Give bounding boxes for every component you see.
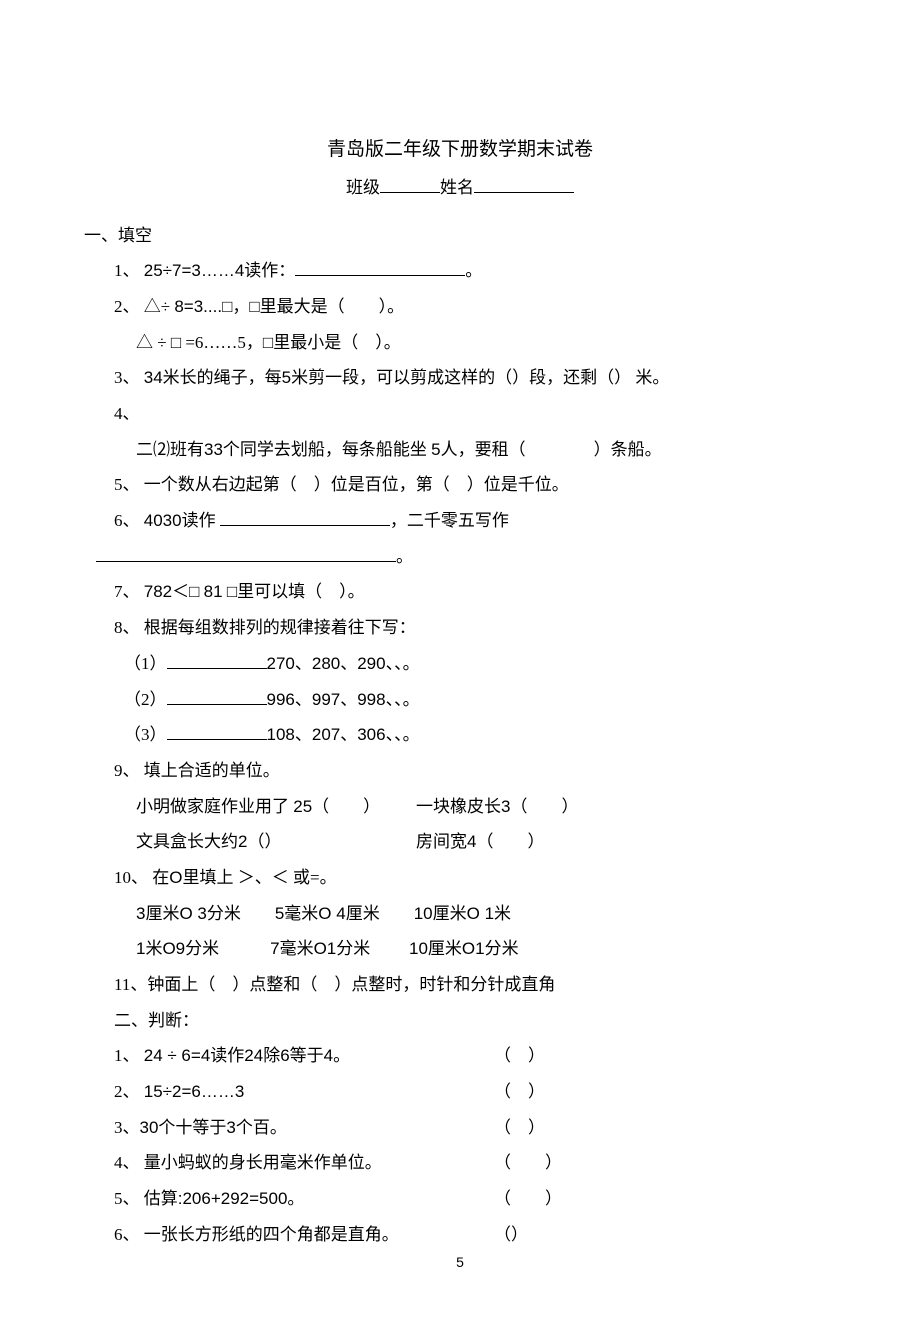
j3: 3、30个十等于3个百。 （ ） <box>96 1110 824 1146</box>
q2-line2: △ ÷ □ =6……5，□里最小是（ ）。 <box>96 325 824 361</box>
q8-2: （2）996、997、998、、。 <box>96 682 824 718</box>
q5: 5、 一个数从右边起第（ ）位是百位，第（ ）位是千位。 <box>96 467 824 503</box>
q9-head: 9、 填上合适的单位。 <box>96 753 824 789</box>
q8-head: 8、 根据每组数排列的规律接着往下写： <box>96 610 824 646</box>
q7: 7、 782＜□ 81 □里可以填（ ）。 <box>96 574 824 610</box>
section-1-heading: 一、填空 <box>84 218 824 254</box>
section-2-heading: 二、判断： <box>96 1003 824 1039</box>
q10-head: 10、 在O里填上 ＞、＜ 或=。 <box>96 860 824 896</box>
exam-subtitle: 班级 姓名 <box>96 170 824 206</box>
q3: 3、 34米长的绳子，每5米剪一段，可以剪成这样的（）段，还剩（） 米。 <box>96 360 824 396</box>
j2: 2、 15÷2=6……3 （ ） <box>96 1074 824 1110</box>
j4: 4、 量小蚂蚁的身长用毫米作单位。 （ ） <box>96 1145 824 1181</box>
q11: 11、钟面上（ ）点整和（ ）点整时，时针和分针成直角 <box>96 967 824 1003</box>
q9-row1: 小明做家庭作业用了 25（ ） 一块橡皮长3（ ） <box>96 789 824 825</box>
q6-line2: 。 <box>96 539 824 575</box>
q6: 6、 4030读作 ，二千零五写作 <box>96 503 824 539</box>
q10-line1: 3厘米O 3分米 5毫米O 4厘米 10厘米O 1米 <box>96 896 824 932</box>
q8-1: （1）270、280、290、、。 <box>96 646 824 682</box>
class-label: 班级 <box>346 178 380 197</box>
q4-head: 4、 <box>96 396 824 432</box>
page-number: 5 <box>456 1248 464 1277</box>
exam-title: 青岛版二年级下册数学期末试卷 <box>96 130 824 170</box>
name-label: 姓名 <box>440 178 474 197</box>
q1: 1、 25÷7=3……4读作：。 <box>96 253 824 289</box>
q4-body: 二⑵班有33个同学去划船，每条船能坐 5人，要租（ ）条船。 <box>96 432 824 468</box>
j1: 1、 24 ÷ 6=4读作24除6等于4。 （ ） <box>96 1038 824 1074</box>
q9-row2: 文具盒长大约2（） 房间宽4（ ） <box>96 824 824 860</box>
q8-3: （3）108、207、306、、。 <box>96 717 824 753</box>
q10-line2: 1米O9分米 7毫米O1分米 10厘米O1分米 <box>96 931 824 967</box>
q2-line1: 2、 △÷ 8=3....□，□里最大是（ ）。 <box>96 289 824 325</box>
j5: 5、 估算:206+292=500。 （ ） <box>96 1181 824 1217</box>
